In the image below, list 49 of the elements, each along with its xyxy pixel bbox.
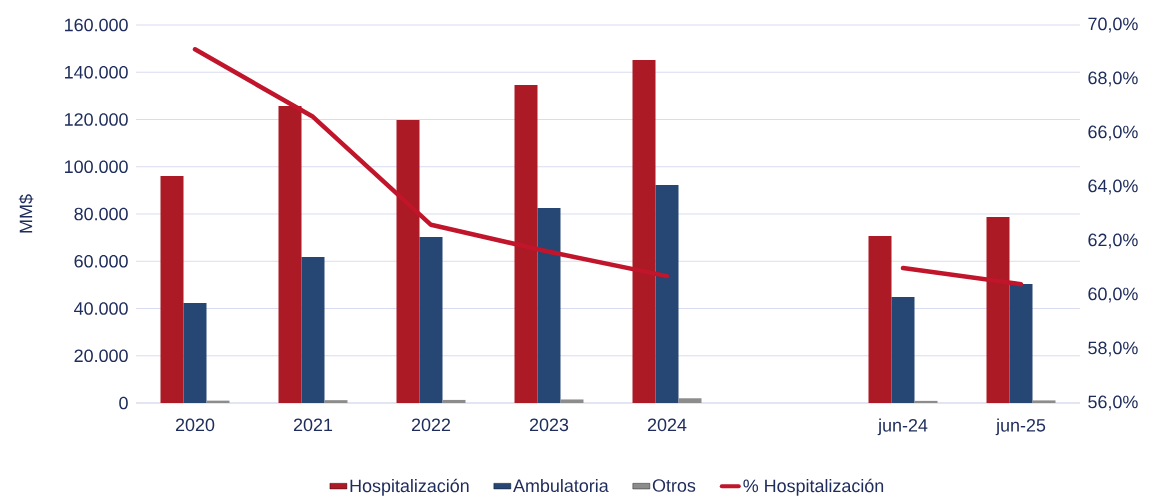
bar [396,119,420,403]
y2-tick-label: 68,0% [1088,71,1138,87]
x-tick-label: 2024 [647,418,687,432]
y2-tick-label: 70,0% [1088,17,1138,33]
y-tick-label: 100.000 [65,160,128,174]
bar [891,296,915,403]
y-tick-label: 40.000 [74,302,128,315]
bar [678,398,702,403]
y-tick-label: 20.000 [74,349,128,363]
y-tick-label: 140.000 [65,65,128,79]
bar [986,217,1010,403]
y-axis-title: MM$ [18,194,34,233]
x-tick-label: jun-24 [877,418,928,436]
bar [183,303,207,403]
y2-tick-label: 58,0% [1088,341,1138,357]
y2-tick-label: 62,0% [1088,233,1138,249]
bar [537,208,561,403]
y2-tick-label: 60,0% [1088,287,1138,303]
bar [914,400,938,403]
y-tick-label: 60.000 [74,254,128,268]
bar [514,85,538,403]
bar [419,236,443,403]
bar [632,59,656,403]
legend-label: Ambulatoria [513,478,609,493]
y-tick-label: 160.000 [65,18,128,32]
bar [278,106,302,403]
x-tick-label: 2021 [293,418,333,432]
bar [324,400,348,403]
x-tick-label: 2023 [529,418,569,432]
bar [868,235,892,403]
y2-tick-label: 66,0% [1088,125,1138,141]
y2-tick-label: 64,0% [1088,179,1138,195]
y-tick-label: 0 [119,396,128,410]
legend-label: % Hospitalización [743,478,884,496]
bar [560,399,584,403]
x-tick-label: 2022 [411,418,451,432]
bar [301,257,325,403]
bar [655,184,679,403]
x-tick-label: jun-25 [995,418,1046,436]
y2-tick-label: 56,0% [1088,395,1138,411]
y-tick-label: 80.000 [74,207,128,221]
y-tick-label: 120.000 [65,113,128,126]
bar [160,175,184,403]
x-tick-label: 2020 [175,418,215,432]
bar [1032,400,1056,403]
bar [1009,283,1033,403]
legend-label: Otros [652,479,696,492]
legend-label: Hospitalización [350,478,469,496]
bar [442,399,466,403]
